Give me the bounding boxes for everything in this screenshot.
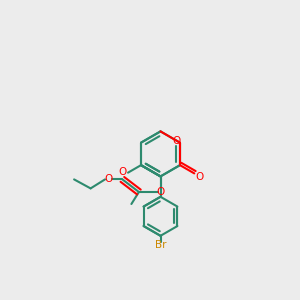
Text: O: O (172, 136, 181, 146)
Text: O: O (118, 167, 127, 177)
Text: O: O (156, 187, 165, 197)
Text: Br: Br (155, 240, 166, 250)
Text: O: O (104, 174, 112, 184)
Text: O: O (196, 172, 204, 182)
